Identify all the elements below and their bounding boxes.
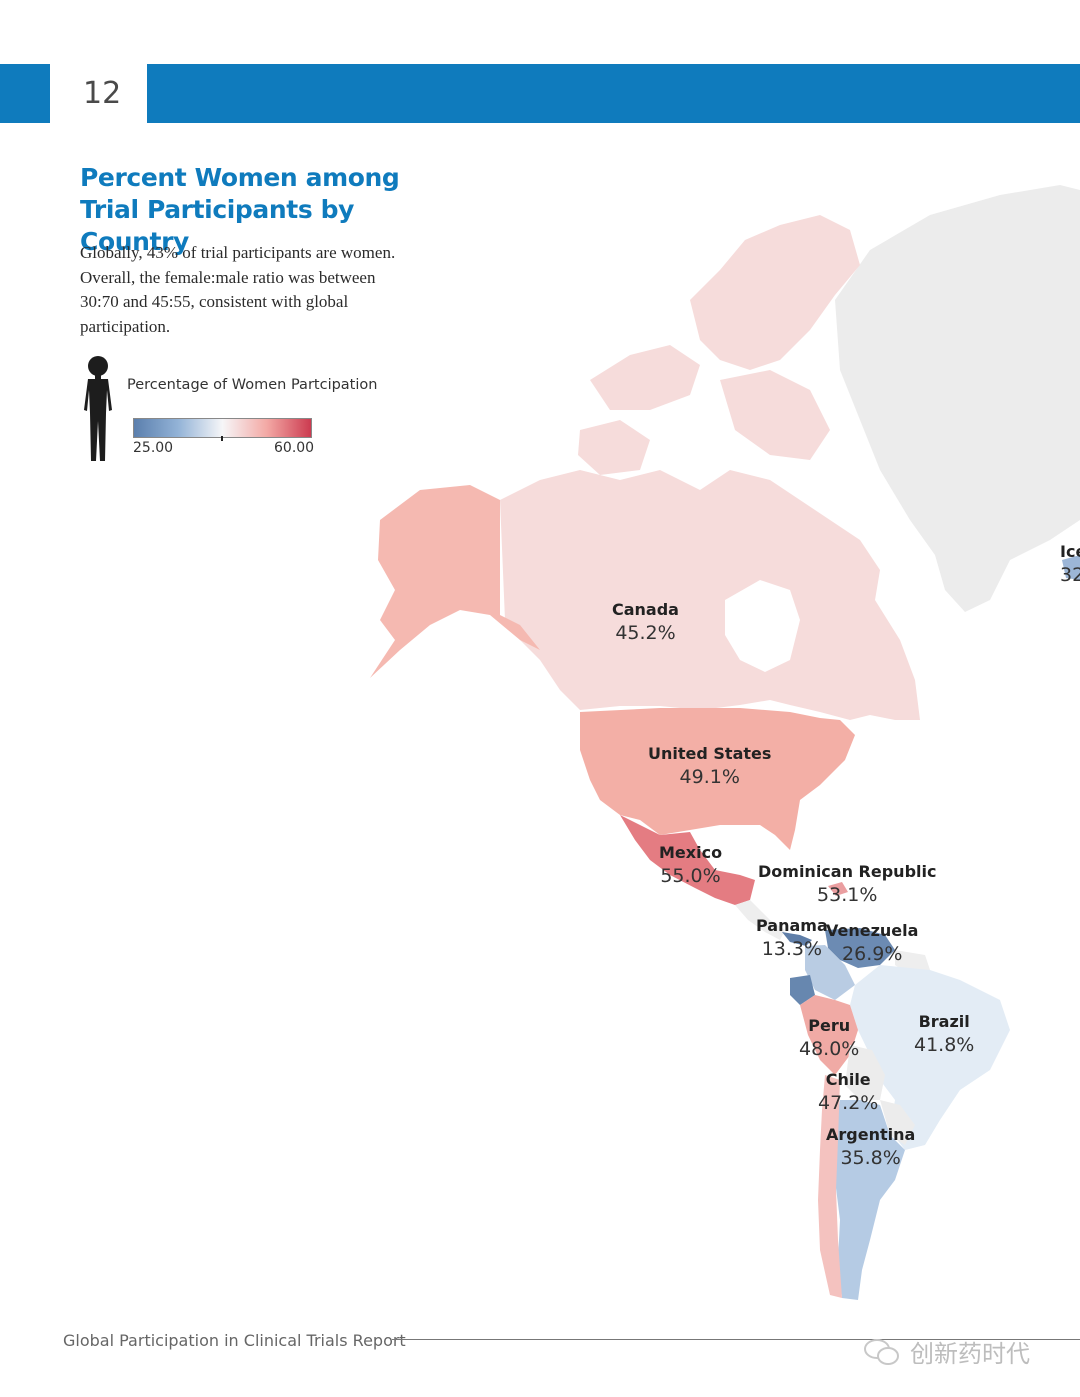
country-label-united-states: United States 49.1%	[648, 744, 772, 788]
legend-min-label: 25.00	[133, 440, 174, 456]
legend-tick	[221, 436, 223, 441]
footer-report-title: Global Participation in Clinical Trials …	[63, 1331, 406, 1350]
dominican-republic-shape	[828, 882, 848, 896]
country-label-venezuela: Venezuela 26.9%	[826, 921, 919, 965]
chart-title: Percent Women among Trial Participants b…	[80, 163, 400, 256]
country-label-panama: Panama 13.3%	[756, 916, 828, 960]
arctic-islands-shape-3	[720, 370, 830, 460]
panama-shape	[782, 932, 812, 946]
country-label-dominican-republic: Dominican Republic 53.1%	[758, 862, 937, 906]
watermark-text: 创新药时代	[910, 1340, 1030, 1368]
paraguay-shape	[880, 1100, 915, 1145]
wechat-icon	[864, 1339, 899, 1365]
mexico-shape	[620, 815, 755, 905]
chile-shape	[818, 1075, 842, 1298]
woman-silhouette-icon	[84, 356, 112, 461]
country-label-peru: Peru 48.0%	[799, 1016, 860, 1060]
greenland-shape	[835, 185, 1080, 612]
alaska-shape	[370, 485, 540, 678]
iceland-shape	[1062, 555, 1080, 580]
header-bar-left	[0, 64, 50, 123]
legend-title: Percentage of Women Partcipation	[127, 377, 378, 393]
country-label-chile: Chile 47.2%	[818, 1070, 879, 1114]
central-america-shape	[735, 900, 785, 940]
chart-description: Globally, 43% of trial participants are …	[80, 243, 396, 336]
country-label-brazil: Brazil 41.8%	[914, 1012, 975, 1056]
hudson-bay-shape	[725, 580, 800, 672]
brazil-shape	[850, 965, 1010, 1150]
header-bar-right	[147, 64, 1080, 123]
legend-color-scale	[133, 418, 312, 438]
colombia-shape	[805, 945, 855, 1000]
united-states-shape	[580, 708, 855, 850]
ecuador-shape	[790, 975, 815, 1005]
venezuela-shape	[825, 928, 895, 968]
arctic-islands-shape	[690, 215, 860, 370]
country-label-argentina: Argentina 35.8%	[826, 1125, 916, 1169]
country-label-canada: Canada 45.2%	[612, 600, 679, 644]
country-label-mexico: Mexico 55.0%	[659, 843, 723, 887]
arctic-islands-shape-2	[590, 345, 700, 410]
canada-shape	[500, 470, 920, 720]
page-number: 12	[83, 76, 122, 111]
arctic-islands-shape-4	[578, 420, 650, 475]
footer-divider	[392, 1339, 1080, 1340]
argentina-shape	[832, 1100, 905, 1300]
bolivia-shape	[845, 1045, 885, 1100]
peru-shape	[800, 995, 858, 1075]
country-label-iceland: Ice32	[1060, 542, 1080, 586]
legend-max-label: 60.00	[274, 440, 315, 456]
